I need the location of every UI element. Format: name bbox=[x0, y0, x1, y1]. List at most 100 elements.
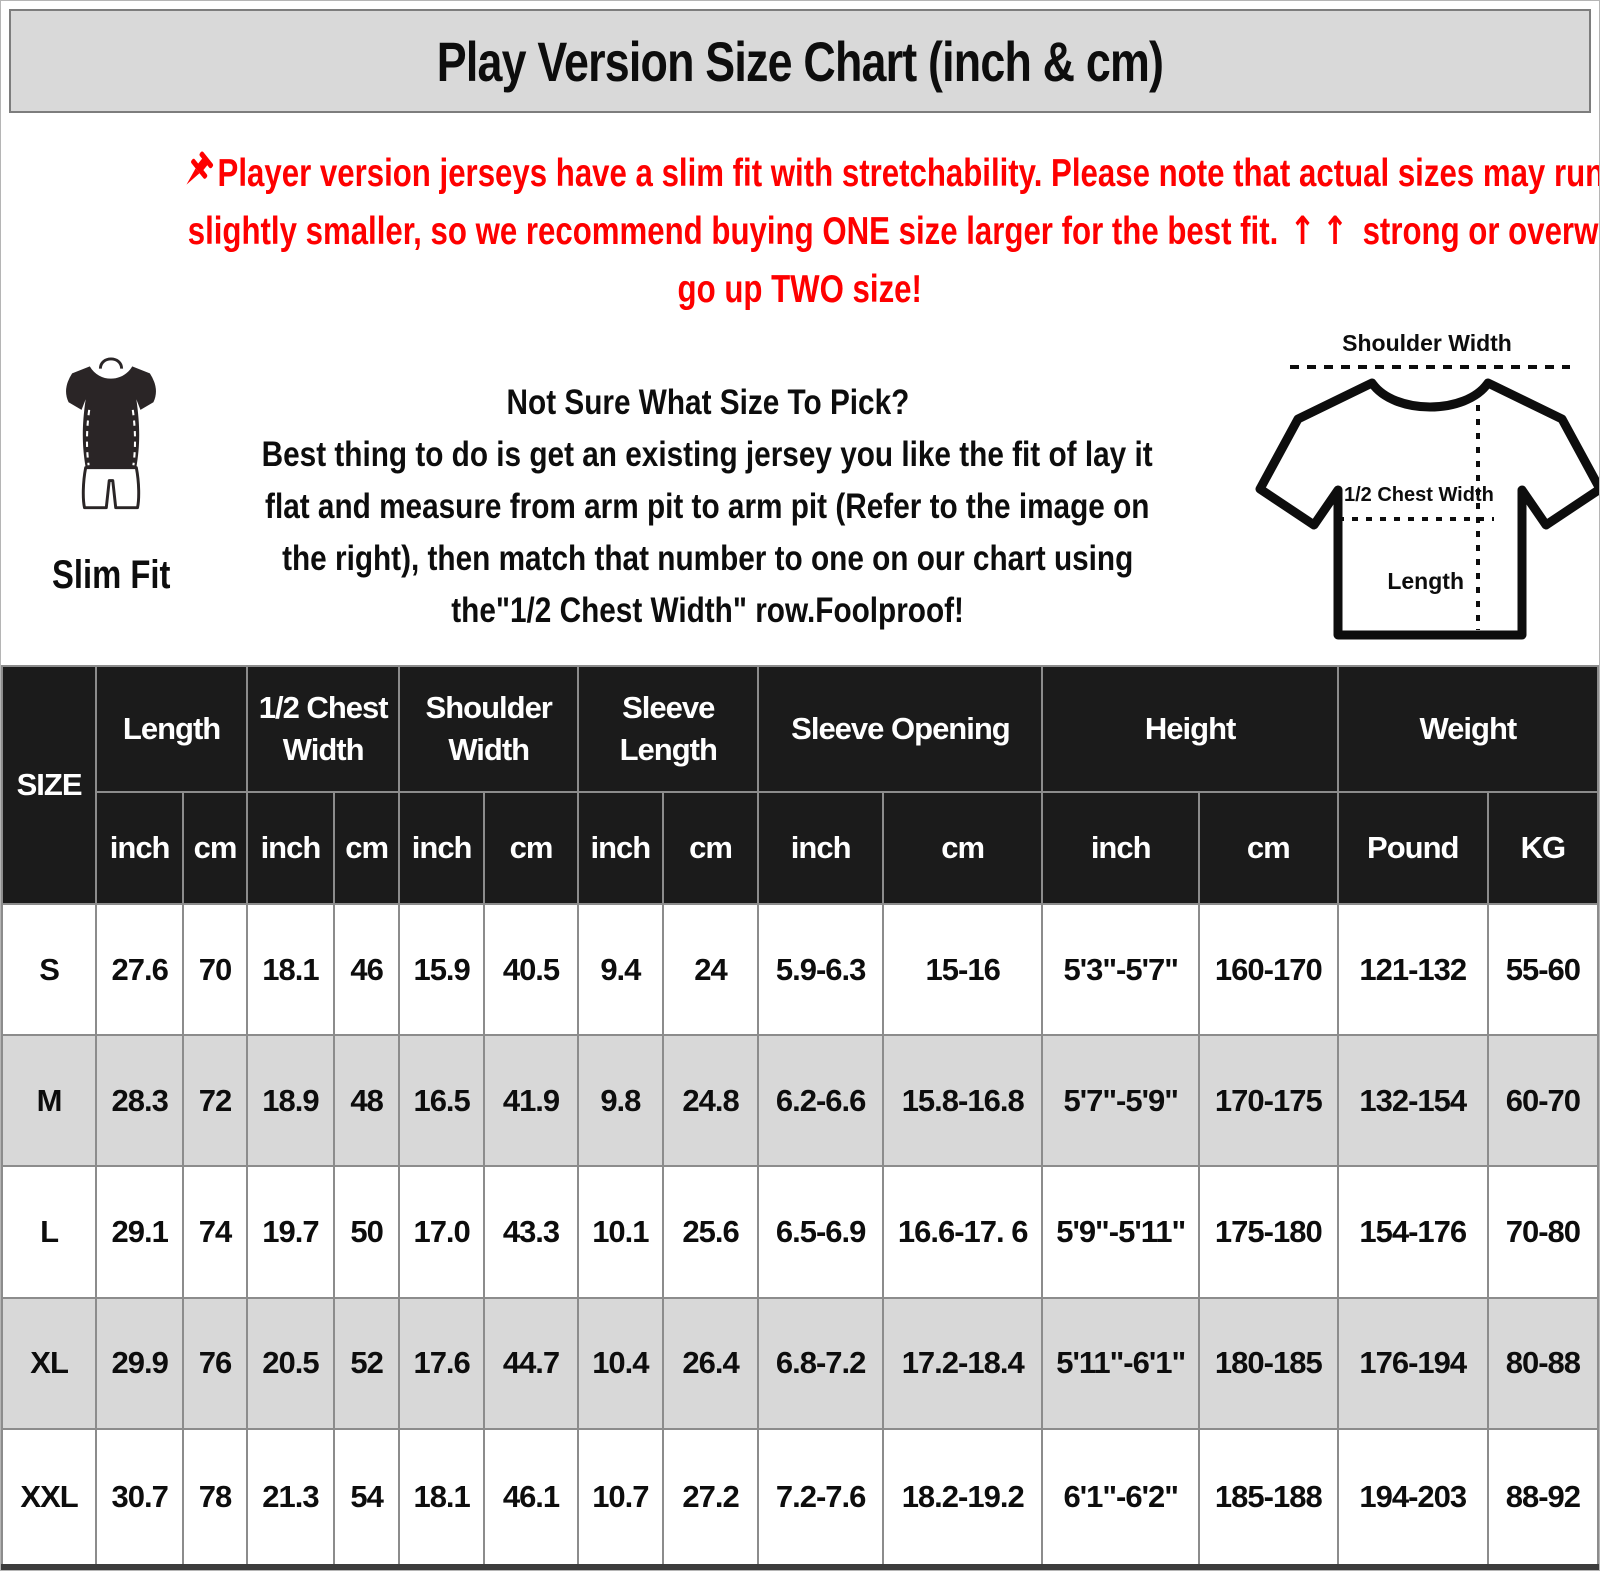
col-header-half-chest-width: 1/2 Chest Width bbox=[245, 665, 401, 793]
value-cell: 46 bbox=[332, 902, 401, 1037]
value-cell: 26.4 bbox=[661, 1296, 760, 1430]
value-cell: 5'11"-6'1" bbox=[1041, 1296, 1200, 1430]
table-row-xxl: XXL 30.7 78 21.3 54 18.1 46.1 10.7 27.2 7.2-7.6 18… bbox=[1, 1427, 1599, 1569]
middle-section: Slim Fit Not Sure What Size To Pick? Bes… bbox=[1, 327, 1599, 659]
value-cell: 27.6 bbox=[95, 902, 185, 1037]
value-cell: 9.8 bbox=[577, 1034, 664, 1168]
value-cell: 41.9 bbox=[482, 1034, 580, 1168]
table-row-xl: XL 29.9 76 20.5 52 17.6 44.7 10.4 26.4 6.8-7.2 17.… bbox=[1, 1296, 1599, 1430]
value-cell: 5'3"-5'7" bbox=[1041, 902, 1200, 1037]
value-cell: 18.2-19.2 bbox=[881, 1427, 1044, 1569]
table-row-s: S 27.6 70 18.1 46 15.9 40.5 9.4 24 5.9-6.3 15-16 5'… bbox=[1, 902, 1599, 1037]
size-table-wrap: SIZE Length 1/2 Chest Width Shoulder Wid… bbox=[1, 665, 1599, 1570]
value-cell: 6.8-7.2 bbox=[757, 1296, 884, 1430]
half-chest-width-label: 1/2 Chest Width bbox=[1344, 484, 1494, 506]
slim-fit-block: Slim Fit bbox=[39, 327, 183, 659]
value-cell: 194-203 bbox=[1336, 1427, 1489, 1569]
value-cell: 175-180 bbox=[1197, 1165, 1339, 1299]
value-cell: 80-88 bbox=[1486, 1296, 1599, 1430]
value-cell: 16.6-17. 6 bbox=[881, 1165, 1044, 1299]
unit-header: cm bbox=[661, 791, 760, 905]
value-cell: 40.5 bbox=[482, 902, 580, 1037]
measure-diagram-block: Shoulder Width 1/2 Chest Width Length bbox=[1232, 327, 1599, 659]
notice-line-1: Player version jerseys have a slim fit w… bbox=[1, 145, 1599, 203]
value-cell: 18.1 bbox=[398, 1427, 485, 1569]
unit-header: cm bbox=[482, 791, 580, 905]
value-cell: 121-132 bbox=[1336, 902, 1489, 1037]
value-cell: 17.0 bbox=[398, 1165, 485, 1299]
table-unit-header-row: inch cm inch cm inch cm inch cm inch cm … bbox=[2, 791, 1599, 905]
value-cell: 46.1 bbox=[482, 1427, 580, 1569]
unit-header: Pound bbox=[1336, 791, 1489, 905]
value-cell: 60-70 bbox=[1486, 1034, 1599, 1168]
size-help-line-3: the right), then match that number to on… bbox=[281, 539, 1134, 578]
notice-text-1: Player version jerseys have a slim fit w… bbox=[217, 152, 1600, 195]
value-cell: 6'1"-6'2" bbox=[1041, 1427, 1200, 1569]
value-cell: 6.5-6.9 bbox=[757, 1165, 884, 1299]
value-cell: 29.1 bbox=[95, 1165, 185, 1299]
value-cell: 27.2 bbox=[661, 1427, 760, 1569]
value-cell: 154-176 bbox=[1336, 1165, 1489, 1299]
slim-fit-label: Slim Fit bbox=[52, 553, 171, 597]
size-table: SIZE Length 1/2 Chest Width Shoulder Wid… bbox=[1, 665, 1599, 1570]
value-cell: 185-188 bbox=[1197, 1427, 1339, 1569]
value-cell: 72 bbox=[182, 1034, 248, 1168]
unit-header: inch bbox=[577, 791, 664, 905]
col-header-sleeve-opening: Sleeve Opening bbox=[757, 665, 1044, 793]
value-cell: 21.3 bbox=[245, 1427, 335, 1569]
unit-header: cm bbox=[182, 791, 248, 905]
length-label: Length bbox=[1387, 568, 1464, 594]
unit-header: inch bbox=[1041, 791, 1200, 905]
size-help-line-4: the"1/2 Chest Width" row.Foolproof! bbox=[451, 591, 964, 630]
value-cell: 50 bbox=[332, 1165, 401, 1299]
size-cell: XL bbox=[1, 1296, 98, 1430]
value-cell: 52 bbox=[332, 1296, 401, 1430]
value-cell: 17.6 bbox=[398, 1296, 485, 1430]
value-cell: 18.1 bbox=[245, 902, 335, 1037]
size-help-block: Not Sure What Size To Pick? Best thing t… bbox=[183, 327, 1231, 659]
tshirt-diagram-icon: Shoulder Width 1/2 Chest Width Length bbox=[1255, 330, 1599, 640]
notice-line-3: go up TWO size! bbox=[1, 261, 1599, 319]
title-bar: Play Version Size Chart (inch & cm) bbox=[9, 9, 1591, 113]
value-cell: 10.4 bbox=[577, 1296, 664, 1430]
value-cell: 29.9 bbox=[95, 1296, 185, 1430]
value-cell: 30.7 bbox=[95, 1427, 185, 1569]
value-cell: 10.1 bbox=[577, 1165, 664, 1299]
value-cell: 5.9-6.3 bbox=[757, 902, 884, 1037]
value-cell: 170-175 bbox=[1197, 1034, 1339, 1168]
table-row-m: M 28.3 72 18.9 48 16.5 41.9 9.8 24.8 6.2-6.6 15.8-… bbox=[1, 1034, 1599, 1168]
value-cell: 10.7 bbox=[577, 1427, 664, 1569]
up-arrows-icon: ↑↑ bbox=[1289, 209, 1355, 254]
notice-text-3: go up TWO size! bbox=[677, 268, 923, 311]
value-cell: 5'9"-5'11" bbox=[1041, 1165, 1200, 1299]
size-help-line-2: flat and measure from arm pit to arm pit… bbox=[265, 487, 1150, 526]
page-title: Play Version Size Chart (inch & cm) bbox=[436, 29, 1164, 93]
fit-notice: Player version jerseys have a slim fit w… bbox=[1, 145, 1599, 319]
size-help-heading: Not Sure What Size To Pick? bbox=[506, 383, 909, 422]
size-table-body: S 27.6 70 18.1 46 15.9 40.5 9.4 24 5.9-6.3 15-16 5'… bbox=[1, 902, 1599, 1569]
value-cell: 54 bbox=[332, 1427, 401, 1569]
value-cell: 28.3 bbox=[95, 1034, 185, 1168]
value-cell: 24 bbox=[661, 902, 760, 1037]
table-group-header-row: SIZE Length 1/2 Chest Width Shoulder Wid… bbox=[1, 665, 1599, 905]
value-cell: 180-185 bbox=[1197, 1296, 1339, 1430]
value-cell: 16.5 bbox=[398, 1034, 485, 1168]
col-header-size: SIZE bbox=[1, 665, 98, 905]
col-header-sleeve-length: Sleeve Length bbox=[577, 665, 760, 793]
unit-header: inch bbox=[398, 791, 485, 905]
value-cell: 70 bbox=[182, 902, 248, 1037]
shoulder-width-label: Shoulder Width bbox=[1342, 330, 1512, 356]
value-cell: 19.7 bbox=[245, 1165, 335, 1299]
value-cell: 20.5 bbox=[245, 1296, 335, 1430]
pushpin-icon bbox=[186, 151, 214, 185]
size-cell: L bbox=[1, 1165, 98, 1299]
unit-header: cm bbox=[332, 791, 401, 905]
value-cell: 15.9 bbox=[398, 902, 485, 1037]
value-cell: 5'7"-5'9" bbox=[1041, 1034, 1200, 1168]
value-cell: 15.8-16.8 bbox=[881, 1034, 1044, 1168]
value-cell: 74 bbox=[182, 1165, 248, 1299]
col-header-length: Length bbox=[95, 665, 248, 793]
value-cell: 88-92 bbox=[1486, 1427, 1599, 1569]
value-cell: 17.2-18.4 bbox=[881, 1296, 1044, 1430]
